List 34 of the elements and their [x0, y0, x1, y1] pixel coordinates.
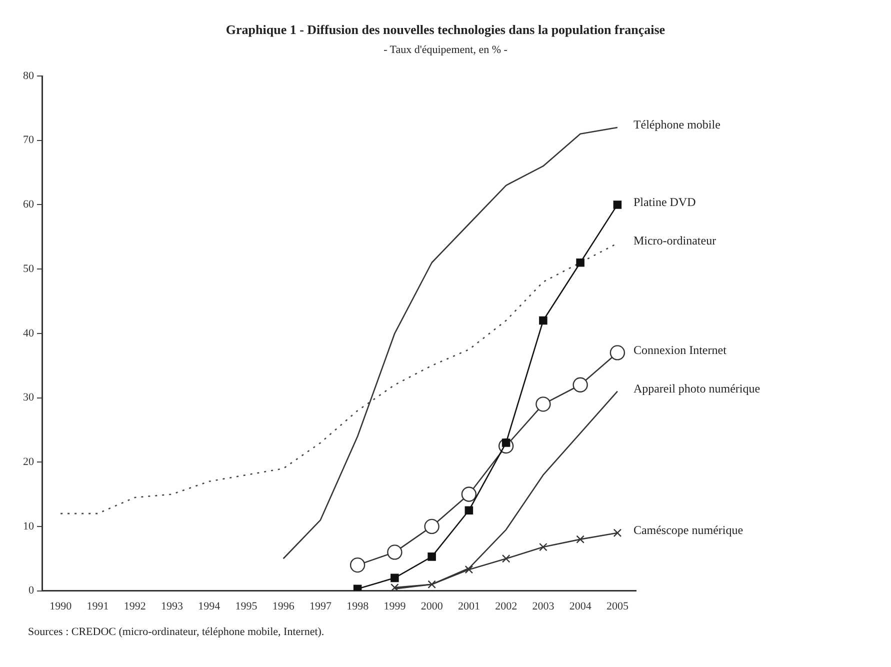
series-label: Téléphone mobile	[633, 118, 720, 132]
chart-subtitle: - Taux d'équipement, en % -	[382, 44, 508, 56]
x-tick-label: 1999	[384, 600, 406, 612]
series-label: Appareil photo numérique	[633, 381, 760, 396]
y-tick-label: 30	[23, 392, 34, 404]
series-label: Micro-ordinateur	[633, 233, 716, 248]
x-tick-label: 2004	[569, 600, 592, 612]
source-note: Sources : CREDOC (micro-ordinateur, téléphone mobile, Internet).	[27, 626, 326, 638]
x-tick-label: 1995	[235, 600, 258, 612]
x-tick-label: 1997	[309, 600, 332, 612]
x-tick-label: 1996	[272, 600, 295, 612]
y-tick-label: 10	[23, 520, 34, 532]
series-label: Connexion Internet	[633, 342, 728, 357]
x-tick-label: 1992	[124, 600, 146, 612]
y-tick-label: 0	[28, 584, 34, 597]
x-tick-label: 1994	[198, 600, 221, 612]
chart-title: Graphique 1 - Diffusion des nouvelles technologies dans la population française	[224, 21, 666, 38]
y-tick-label: 40	[23, 327, 34, 340]
x-tick-label: 1993	[160, 600, 184, 612]
y-tick-label: 80	[23, 70, 34, 82]
y-tick-label: 70	[23, 134, 34, 146]
y-tick-label: 20	[23, 456, 34, 468]
x-tick-label: 2003	[532, 600, 555, 612]
x-tick-label: 2002	[495, 600, 518, 612]
x-tick-label: 2000	[420, 600, 444, 612]
y-tick-label: 50	[23, 262, 34, 275]
x-tick-label: 1991	[86, 600, 109, 612]
x-tick-label: 1998	[346, 600, 370, 612]
series-label: Caméscope numérique	[633, 523, 744, 538]
x-tick-label: 2005	[606, 600, 629, 612]
x-tick-label: 1990	[50, 600, 72, 612]
x-tick-label: 2001	[458, 600, 480, 612]
series-label: Platine DVD	[633, 194, 696, 209]
y-tick-label: 60	[23, 198, 34, 211]
